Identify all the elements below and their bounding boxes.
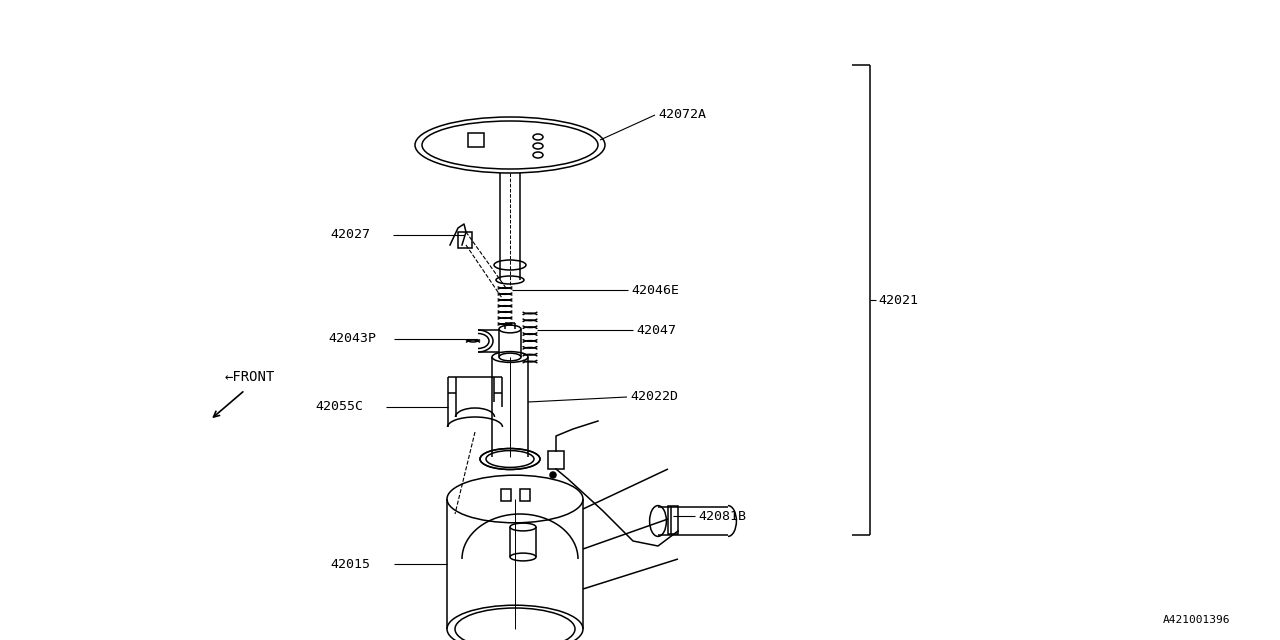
Text: 42022D: 42022D (630, 390, 678, 403)
Bar (500, 489, 511, 501)
Text: 42055C: 42055C (315, 401, 364, 413)
Text: ←FRONT: ←FRONT (225, 370, 275, 384)
Text: 42047: 42047 (636, 323, 676, 337)
Bar (458, 232, 472, 248)
Bar (668, 506, 678, 534)
Text: A421001396: A421001396 (1162, 615, 1230, 625)
Circle shape (550, 472, 556, 478)
Text: 42021: 42021 (878, 294, 918, 307)
Text: 42027: 42027 (330, 228, 370, 241)
Text: 42072A: 42072A (658, 109, 707, 122)
Bar (468, 133, 484, 147)
Bar (520, 489, 530, 501)
Text: 42015: 42015 (330, 557, 370, 570)
Text: 42043P: 42043P (328, 333, 376, 346)
Bar (548, 451, 564, 469)
Text: 42046E: 42046E (631, 284, 678, 296)
Ellipse shape (480, 449, 540, 470)
Text: 42081B: 42081B (698, 509, 746, 522)
